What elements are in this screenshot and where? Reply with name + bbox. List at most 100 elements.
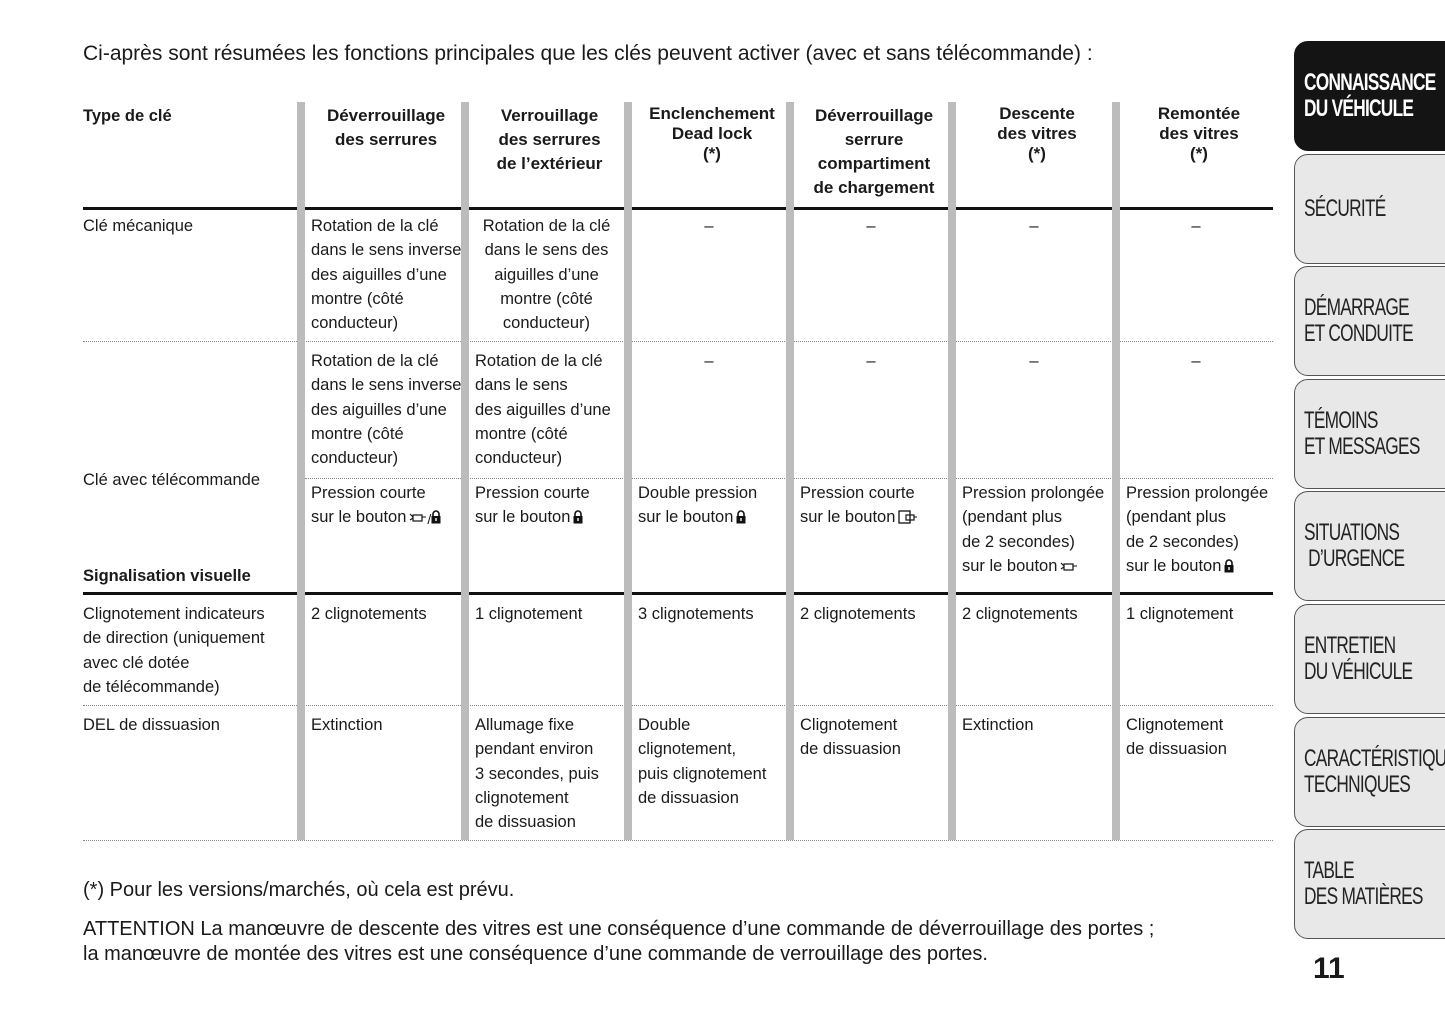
column-header: Descente des vitres (*) xyxy=(997,104,1077,163)
table-cell: Rotation de la clé dans le sens inverse … xyxy=(305,214,461,335)
cell-text: Double clignotement, puis clignotement d… xyxy=(638,716,767,807)
side-tab[interactable]: CONNAISSANCE DU VÉHICULE xyxy=(1294,41,1445,151)
cell-text: – xyxy=(1029,217,1039,235)
attention-note: ATTENTION La manœuvre de descente des vi… xyxy=(83,918,1155,965)
table-cell: Pression courte sur le bouton / xyxy=(305,481,461,532)
cell-text: Rotation de la clé dans le sens des aigu… xyxy=(475,352,611,468)
row-label-mechanical: Clé mécanique xyxy=(83,217,194,235)
cell-text: Rotation de la clé dans le sens inverse … xyxy=(311,352,462,468)
cell-text: Pression prolongée (pendant plus de 2 se… xyxy=(962,484,1105,575)
table-cell: – xyxy=(956,349,1112,373)
side-tab[interactable]: CARACTÉRISTIQUES TECHNIQUES xyxy=(1294,716,1445,827)
table-cell: 2 clignotements xyxy=(305,602,461,626)
side-tab[interactable]: TÉMOINS ET MESSAGES xyxy=(1294,378,1445,489)
column-header: Enclenchement Dead lock (*) xyxy=(649,104,775,163)
side-tab-label: CONNAISSANCE DU VÉHICULE xyxy=(1304,69,1436,122)
table-cell: 1 clignotement xyxy=(469,602,624,626)
table-cell: Pression prolongée (pendant plus de 2 se… xyxy=(956,481,1112,580)
page-number: 11 xyxy=(1313,952,1345,985)
column-header: Remontée des vitres (*) xyxy=(1157,104,1241,163)
cell-text: – xyxy=(866,352,876,370)
side-tab-label: CARACTÉRISTIQUES TECHNIQUES xyxy=(1304,744,1445,798)
table-cell: Extinction xyxy=(956,713,1112,737)
column-header: Déverrouillage des serrures xyxy=(326,106,446,149)
row-label-del: DEL de dissuasion xyxy=(83,716,220,734)
table-cell: Double clignotement, puis clignotement d… xyxy=(632,713,786,810)
table-cell: Pression prolongée (pendant plus de 2 se… xyxy=(1120,481,1272,580)
column-header: Déverrouillage serrure compartiment de c… xyxy=(813,106,935,197)
lock-icon xyxy=(736,507,746,531)
column-separator xyxy=(297,102,305,840)
cell-text: Extinction xyxy=(962,716,1034,734)
cargo-door-icon xyxy=(898,507,918,531)
table-cell: Allumage fixe pendant environ 3 secondes… xyxy=(469,713,624,834)
row-divider xyxy=(83,341,1273,342)
column-separator xyxy=(786,102,794,840)
cell-text: Clignotement de dissuasion xyxy=(800,716,901,759)
cell-text: 2 clignotements xyxy=(311,605,427,623)
side-tab-label: DÉMARRAGE ET CONDUITE xyxy=(1304,294,1414,348)
cell-text: Rotation de la clé dans le sens inverse … xyxy=(311,217,462,333)
side-tab-label: TABLE DES MATIÈRES xyxy=(1304,857,1423,911)
table-cell: Rotation de la clé dans le sens des aigu… xyxy=(469,214,624,335)
cell-text: 2 clignotements xyxy=(800,605,916,623)
cell-text: 1 clignotement xyxy=(1126,605,1234,623)
cell-text: Extinction xyxy=(311,716,383,734)
lock-icon xyxy=(1224,556,1234,580)
cell-text: Pression courte sur le bouton xyxy=(311,484,426,527)
side-tab[interactable]: SITUATIONS D’URGENCE xyxy=(1294,491,1445,602)
table-cell: Pression courte sur le bouton xyxy=(469,481,624,532)
cell-text: Pression courte sur le bouton xyxy=(800,484,915,527)
side-tab[interactable]: ENTRETIEN DU VÉHICULE xyxy=(1294,604,1445,714)
section-visual-signal: Signalisation visuelle xyxy=(83,567,251,585)
table-cell: 3 clignotements xyxy=(632,602,786,626)
table-cell: 2 clignotements xyxy=(794,602,948,626)
table-cell: Clignotement de dissuasion xyxy=(1120,713,1272,762)
table-cell: Rotation de la clé dans le sens inverse … xyxy=(305,349,461,470)
cell-text: – xyxy=(1191,217,1201,235)
cell-text: Clignotement de dissuasion xyxy=(1126,716,1227,759)
table-cell: Rotation de la clé dans le sens des aigu… xyxy=(469,349,624,470)
column-separator xyxy=(461,102,469,840)
column-separator xyxy=(948,102,956,840)
cell-text: – xyxy=(704,352,714,370)
corner-label: Type de clé xyxy=(83,107,172,125)
side-tab[interactable]: SÉCURITÉ xyxy=(1294,153,1445,264)
unlock-slash-lock-icon: / xyxy=(409,507,441,531)
cell-text: Pression courte sur le bouton xyxy=(475,484,590,527)
table-cell: – xyxy=(1120,214,1272,238)
table-cell: – xyxy=(632,214,786,238)
row-label-remote: Clé avec télécommande xyxy=(83,471,261,489)
cell-text: Rotation de la clé dans le sens des aigu… xyxy=(482,217,611,333)
section-rule xyxy=(83,592,1273,595)
cell-text: 3 clignotements xyxy=(638,605,754,623)
cell-text: Allumage fixe pendant environ 3 secondes… xyxy=(475,716,599,832)
side-tab-label: SITUATIONS D’URGENCE xyxy=(1304,519,1405,573)
table-cell: Extinction xyxy=(305,713,461,737)
side-tab-label: SÉCURITÉ xyxy=(1304,194,1386,222)
table-cell: – xyxy=(794,349,948,373)
side-tab[interactable]: TABLE DES MATIÈRES xyxy=(1294,829,1445,940)
row-divider xyxy=(83,705,1273,706)
column-separator xyxy=(624,102,632,840)
cell-text: – xyxy=(866,217,876,235)
lock-icon xyxy=(573,507,583,531)
table-cell: – xyxy=(1120,349,1272,373)
cell-text: Pression prolongée (pendant plus de 2 se… xyxy=(1126,484,1269,575)
cell-text: – xyxy=(1029,352,1039,370)
table-cell: – xyxy=(956,214,1112,238)
table-cell: 1 clignotement xyxy=(1120,602,1272,626)
table-cell: 2 clignotements xyxy=(956,602,1112,626)
cell-text: – xyxy=(1191,352,1201,370)
intro-text: Ci-après sont résumées les fonctions pri… xyxy=(83,42,1093,65)
header-rule xyxy=(83,207,1273,210)
cell-text: 1 clignotement xyxy=(475,605,583,623)
side-tab-label: TÉMOINS ET MESSAGES xyxy=(1304,406,1420,460)
column-header: Verrouillage des serrures de l’extérieur xyxy=(496,106,603,173)
column-separator xyxy=(1112,102,1120,840)
side-tab-label: ENTRETIEN DU VÉHICULE xyxy=(1304,632,1413,685)
table-cell: Double pression sur le bouton xyxy=(632,481,786,532)
cell-text: – xyxy=(704,217,714,235)
unlock-icon xyxy=(1060,556,1078,580)
side-tab[interactable]: DÉMARRAGE ET CONDUITE xyxy=(1294,266,1445,377)
